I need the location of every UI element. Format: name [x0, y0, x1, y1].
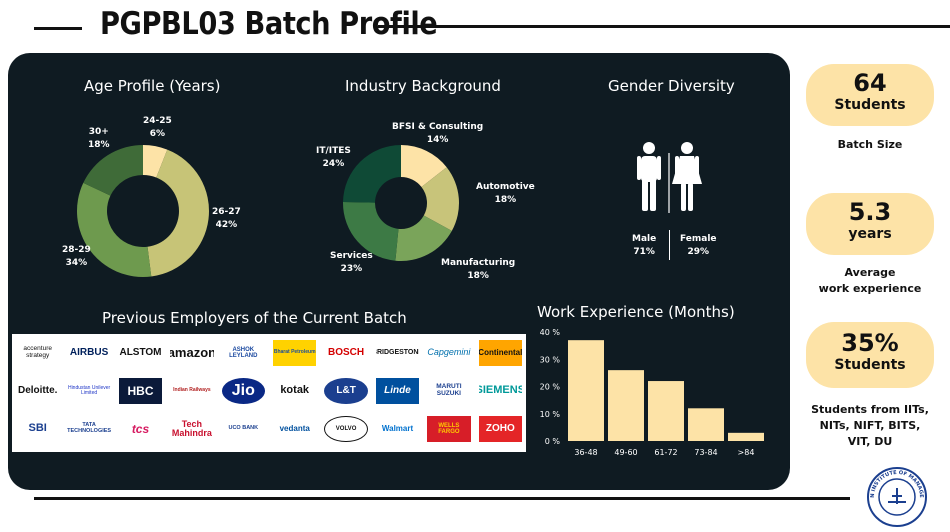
- experience-caption: Average work experience: [818, 266, 922, 295]
- employer-logo: tcs: [131, 421, 150, 436]
- age-label-26-27: 26-27 42%: [212, 207, 241, 230]
- employer-logo: accenture strategy: [23, 345, 52, 359]
- employer-logo: HBC: [118, 378, 163, 404]
- age-slice-2: [77, 182, 152, 277]
- institutes-number: 35%: [841, 329, 899, 357]
- y-tick-label: 30 %: [540, 355, 561, 364]
- employer-logo: AIRBUS: [69, 346, 109, 358]
- male-icon: [637, 142, 661, 211]
- gender-title: Gender Diversity: [608, 77, 735, 95]
- x-tick-label: 36-48: [574, 448, 597, 457]
- age-slice-3: [83, 145, 143, 196]
- age-slice-1: [147, 149, 209, 277]
- y-tick-label: 20 %: [540, 383, 561, 392]
- industry-label-automotive: Automotive 18%: [476, 182, 535, 205]
- institutes-caption: Students from IITs, NITs, NIFT, BITS, VI…: [811, 403, 929, 448]
- employer-logo: Bharat Petroleum: [273, 340, 317, 366]
- female-icon: [672, 142, 702, 211]
- employer-logo: ZOHO: [478, 416, 522, 442]
- employer-logo: Deloitte.: [17, 384, 58, 396]
- industry-label-it-ites: IT/ITES 24%: [316, 146, 351, 169]
- industry-label-bfsi: BFSI & Consulting 14%: [392, 122, 484, 145]
- industry-slice-2: [395, 215, 452, 261]
- age-slice-0: [143, 145, 168, 178]
- industry-title: Industry Background: [345, 77, 501, 95]
- title-rule-right: [378, 25, 950, 28]
- iim-seal-logo: INDIAN INSTITUTE OF MANAGEMENT: [866, 466, 927, 527]
- employer-logo: vedanta: [279, 423, 310, 433]
- employer-logo: amazon: [170, 345, 214, 361]
- experience-pill: 5.3 years: [806, 193, 934, 255]
- batch-size-number: 64: [853, 69, 887, 97]
- female-stat: Female 29%: [680, 234, 717, 257]
- employer-logo: BOSCH: [328, 346, 365, 358]
- industry-slice-4: [343, 145, 401, 203]
- age-label-28-29: 28-29 34%: [62, 245, 91, 268]
- employer-logo: BRIDGESTONE: [376, 349, 419, 357]
- age-profile-title: Age Profile (Years): [84, 77, 221, 95]
- employer-logo: L&T: [324, 378, 368, 404]
- bottom-rule: [34, 497, 850, 500]
- employer-logo: MARUTI SUZUKI: [436, 383, 462, 397]
- employer-logo: TATA TECHNOLOGIES: [67, 422, 111, 434]
- employer-logo: ASHOK LEYLAND: [229, 346, 258, 359]
- y-tick-label: 40 %: [540, 328, 561, 337]
- employer-logo: UCO BANK: [228, 425, 259, 432]
- x-tick-label: >84: [738, 448, 755, 457]
- work-experience-chart: 0 % 10 % 20 % 30 % 40 % 36-48 49-60 61-72 73-84 >…: [540, 328, 764, 457]
- employer-logo: VOLVO: [324, 416, 368, 442]
- y-tick-label: 10 %: [540, 410, 561, 419]
- x-tick-label: 49-60: [614, 448, 637, 457]
- gender-divider: [669, 230, 670, 260]
- employer-logo: Indian Railways: [173, 387, 211, 394]
- industry-slice-0: [401, 145, 447, 187]
- work-experience-title: Work Experience (Months): [537, 303, 735, 321]
- bar-1: [608, 370, 644, 441]
- y-tick-label: 0 %: [545, 437, 561, 446]
- experience-number: 5.3: [848, 198, 892, 226]
- industry-label-services: Services 23%: [330, 251, 373, 274]
- employers-title: Previous Employers of the Current Batch: [102, 309, 407, 327]
- bar-3: [688, 408, 724, 441]
- employer-logo: Capgemini: [427, 347, 471, 358]
- page-title: PGPBL03 Batch Profile: [100, 6, 438, 42]
- experience-unit: years: [848, 226, 892, 242]
- industry-label-manufacturing: Manufacturing 18%: [441, 258, 516, 281]
- bar-2: [648, 381, 684, 441]
- x-tick-label: 73-84: [694, 448, 717, 457]
- employer-logo: Walmart: [381, 423, 414, 433]
- male-stat: Male 71%: [632, 234, 657, 257]
- age-donut: [77, 145, 209, 277]
- employer-logo: Linde: [375, 378, 420, 404]
- batch-size-caption: Batch Size: [837, 138, 903, 151]
- institutes-pill: 35% Students: [806, 322, 934, 388]
- employer-logo: kotak: [280, 384, 310, 397]
- institutes-unit: Students: [834, 357, 906, 373]
- employer-logo: Jio: [221, 378, 265, 404]
- employer-logo: Tech Mahindra: [171, 418, 212, 438]
- x-tick-label: 61-72: [654, 448, 677, 457]
- gender-figures: [637, 142, 702, 213]
- industry-donut: [343, 145, 459, 261]
- employer-logo: SBI: [28, 422, 47, 435]
- bar-0: [568, 340, 604, 441]
- employer-logo: ALSTOM: [119, 346, 162, 358]
- employer-logo: Hindustan Unilever Limited: [67, 384, 111, 396]
- employer-logo: Continental: [478, 340, 522, 366]
- employer-logo: SIEMENS: [478, 384, 522, 397]
- employer-logo-grid: accenture strategy AIRBUS ALSTOM amazon ASHO…: [12, 334, 526, 452]
- bar-4: [728, 432, 764, 441]
- age-label-24-25: 24-25 6%: [143, 116, 172, 139]
- industry-slice-1: [421, 167, 459, 231]
- title-rule-left: [34, 27, 82, 30]
- age-label-30-plus: 30+ 18%: [88, 127, 110, 150]
- batch-size-unit: Students: [834, 97, 906, 113]
- batch-size-pill: 64 Students: [806, 64, 934, 126]
- employer-logo: WELLS FARGO: [427, 416, 471, 442]
- industry-slice-3: [343, 202, 399, 261]
